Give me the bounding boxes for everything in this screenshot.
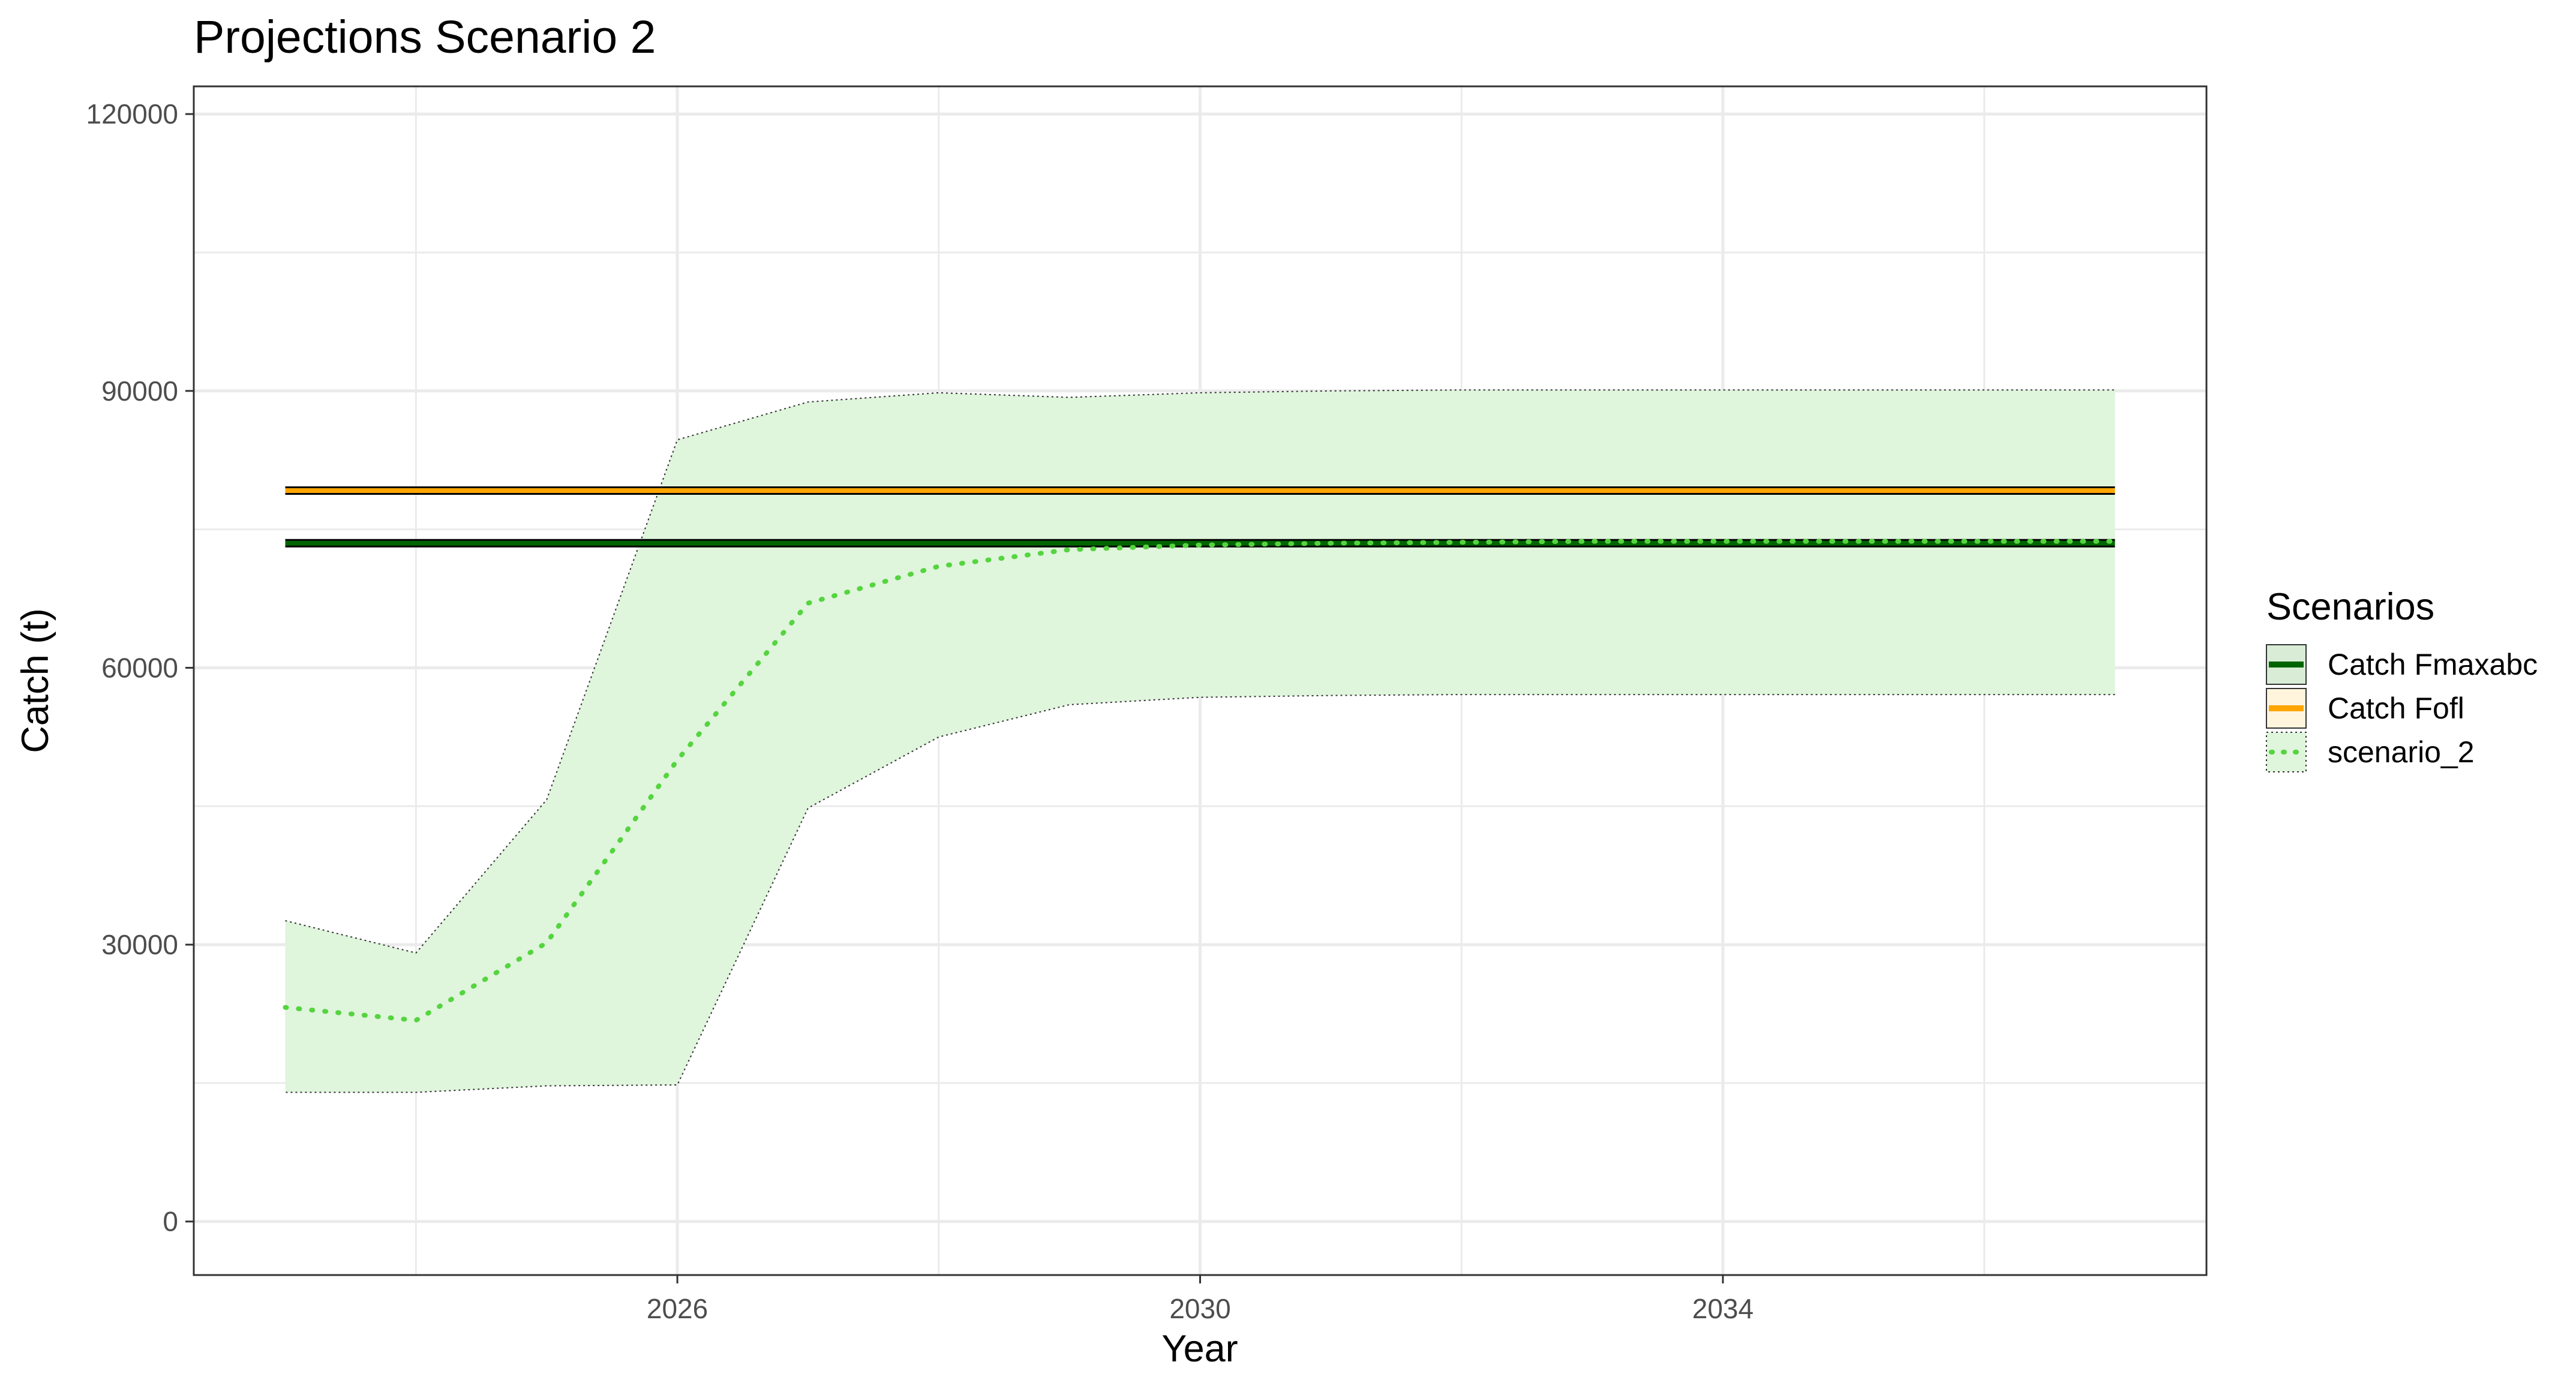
legend-label-catch-fofl: Catch Fofl [2328,691,2464,725]
scenario-2-line [283,539,2118,1023]
y-tick-label: 120000 [86,98,179,130]
x-axis: 2026 2030 2034 [647,1275,1754,1324]
chart-title: Projections Scenario 2 [194,11,656,63]
legend-label-scenario-2: scenario_2 [2328,735,2475,769]
x-tick-label: 2026 [647,1293,708,1324]
y-tick-label: 90000 [101,375,178,407]
lines-layer [283,486,2118,1023]
scenario-2-band [285,390,2115,1093]
y-tick-label: 0 [163,1206,178,1237]
x-tick-label: 2030 [1169,1293,1230,1324]
scenario-2-band-upper-edge [285,389,2115,954]
x-tick-label: 2034 [1692,1293,1754,1324]
legend-label-catch-fmaxabc: Catch Fmaxabc [2328,648,2538,681]
band-layer [285,389,2115,1093]
legend: Scenarios Catch Fmaxabc Catch Fofl scenari… [2266,586,2538,772]
y-tick-label: 60000 [101,652,178,683]
legend-items: Catch Fmaxabc Catch Fofl scenario_2 [2266,644,2538,772]
y-tick-label: 30000 [101,929,178,960]
legend-title: Scenarios [2266,586,2434,628]
x-axis-title: Year [1161,1328,1238,1370]
y-axis: 0 30000 60000 90000 120000 [86,98,194,1237]
y-axis-title: Catch (t) [14,608,56,753]
